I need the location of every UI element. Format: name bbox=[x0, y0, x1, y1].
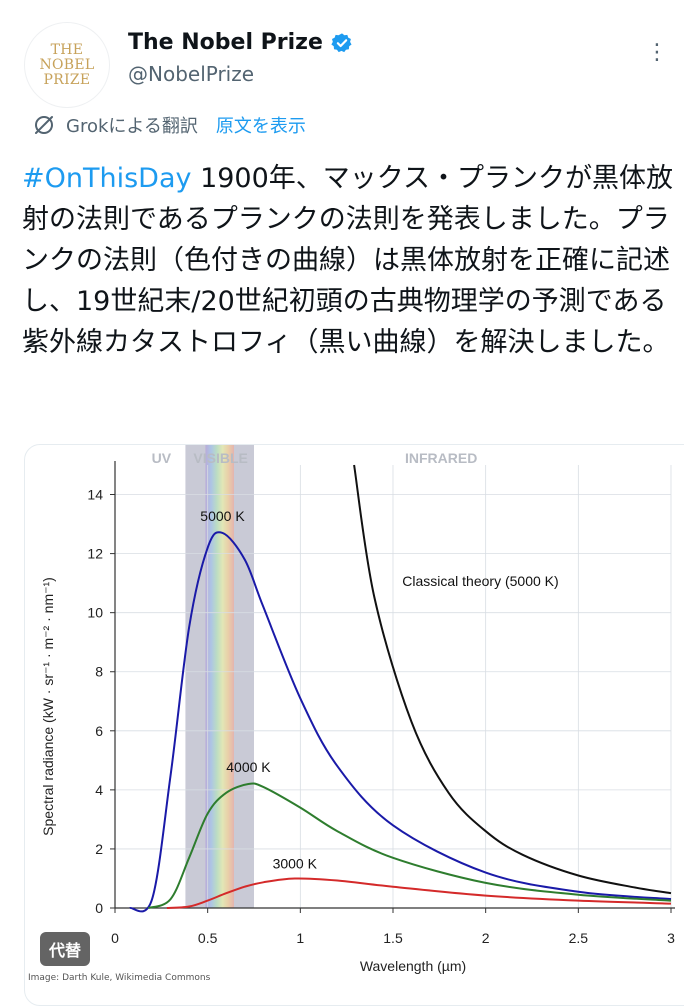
y-tick-label: 12 bbox=[87, 546, 103, 562]
x-tick-label: 0 bbox=[111, 930, 119, 946]
planck-chart: 0 2 4 6 8 10 12 14 0 0.5 1 1.5 2 2.5 3 Wavelength (µm) S… bbox=[40, 445, 675, 974]
y-tick-label: 4 bbox=[95, 782, 103, 798]
series-line-3 bbox=[353, 464, 672, 895]
series-label-1: 4000 K bbox=[226, 759, 271, 775]
x-tick-label: 2 bbox=[482, 930, 490, 946]
x-tick-label: 1 bbox=[296, 930, 304, 946]
region-label-visible: VISIBLE bbox=[193, 450, 247, 466]
account-handle[interactable]: @NobelPrize bbox=[128, 62, 255, 86]
verified-badge-icon bbox=[331, 32, 352, 52]
visible-spectrum-band bbox=[205, 445, 234, 908]
y-tick-label: 2 bbox=[95, 841, 103, 857]
translation-row: Grokによる翻訳 原文を表示 bbox=[32, 112, 306, 138]
series-label-2: 3000 K bbox=[273, 855, 318, 871]
more-options-icon[interactable]: ⋮ bbox=[646, 40, 670, 65]
author-name-row[interactable]: The Nobel Prize bbox=[128, 30, 353, 55]
tweet-body: 1900年、マックス・プランクが黒体放射の法則であるプランクの法則を発表しました… bbox=[22, 163, 673, 358]
y-tick-label: 10 bbox=[87, 605, 103, 621]
nobel-prize-avatar[interactable]: THE NOBEL PRIZE bbox=[24, 22, 110, 108]
series-label-0: 5000 K bbox=[200, 508, 245, 524]
hashtag-link[interactable]: #OnThisDay bbox=[22, 163, 192, 194]
grok-icon bbox=[35, 116, 53, 134]
y-tick-label: 8 bbox=[95, 664, 103, 680]
x-axis-label: Wavelength (µm) bbox=[360, 958, 466, 974]
x-tick-label: 1.5 bbox=[383, 930, 403, 946]
series-line-0 bbox=[129, 531, 672, 913]
series-line-2 bbox=[166, 877, 672, 909]
x-tick-label: 2.5 bbox=[569, 930, 589, 946]
y-axis-label: Spectral radiance (kW · sr⁻¹ · m⁻² · nm⁻… bbox=[40, 577, 56, 836]
x-tick-label: 3 bbox=[667, 930, 675, 946]
alt-text-badge[interactable]: 代替 bbox=[40, 932, 91, 966]
display-name[interactable]: The Nobel Prize bbox=[128, 30, 323, 55]
series-label-3: Classical theory (5000 K) bbox=[402, 573, 558, 589]
y-tick-label: 14 bbox=[87, 487, 103, 503]
x-tick-label: 0.5 bbox=[198, 930, 218, 946]
show-original-link[interactable]: 原文を表示 bbox=[215, 116, 306, 137]
tweet-text: #OnThisDay 1900年、マックス・プランクが黒体放射の法則であるプラン… bbox=[22, 158, 682, 363]
logo-line-2: NOBEL bbox=[39, 56, 95, 73]
logo-line-1: THE bbox=[50, 41, 84, 58]
y-tick-label: 6 bbox=[95, 723, 103, 739]
region-label-infrared: INFRARED bbox=[405, 450, 477, 466]
region-label-uv: UV bbox=[152, 450, 172, 466]
logo-line-3: PRIZE bbox=[43, 71, 91, 88]
y-tick-label: 0 bbox=[95, 900, 103, 916]
image-credit: Image: Darth Kule, Wikimedia Commons bbox=[28, 973, 211, 983]
series-line-1 bbox=[148, 782, 672, 909]
media-card[interactable]: 0 2 4 6 8 10 12 14 0 0.5 1 1.5 2 2.5 3 Wavelength (µm) S… bbox=[24, 444, 684, 1006]
translation-label: Grokによる翻訳 bbox=[66, 116, 198, 137]
